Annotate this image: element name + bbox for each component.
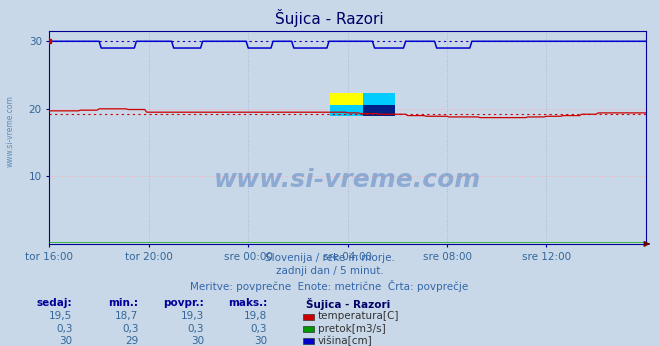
Text: 29: 29 bbox=[125, 336, 138, 346]
Text: 19,8: 19,8 bbox=[244, 311, 267, 321]
Text: www.si-vreme.com: www.si-vreme.com bbox=[5, 95, 14, 167]
Text: maks.:: maks.: bbox=[227, 298, 267, 308]
Text: Šujica - Razori: Šujica - Razori bbox=[306, 298, 391, 310]
FancyBboxPatch shape bbox=[362, 93, 395, 104]
Text: 0,3: 0,3 bbox=[56, 324, 72, 334]
FancyBboxPatch shape bbox=[362, 104, 395, 116]
Text: povpr.:: povpr.: bbox=[163, 298, 204, 308]
Text: 30: 30 bbox=[191, 336, 204, 346]
Text: 30: 30 bbox=[59, 336, 72, 346]
Text: 30: 30 bbox=[254, 336, 267, 346]
FancyBboxPatch shape bbox=[330, 93, 362, 104]
Text: 0,3: 0,3 bbox=[250, 324, 267, 334]
Text: Šujica - Razori: Šujica - Razori bbox=[275, 9, 384, 27]
Text: 0,3: 0,3 bbox=[188, 324, 204, 334]
Text: 19,5: 19,5 bbox=[49, 311, 72, 321]
Text: sedaj:: sedaj: bbox=[37, 298, 72, 308]
Text: www.si-vreme.com: www.si-vreme.com bbox=[214, 168, 481, 192]
Text: višina[cm]: višina[cm] bbox=[318, 336, 372, 346]
FancyBboxPatch shape bbox=[330, 104, 362, 116]
Text: 18,7: 18,7 bbox=[115, 311, 138, 321]
Text: pretok[m3/s]: pretok[m3/s] bbox=[318, 324, 386, 334]
Text: 19,3: 19,3 bbox=[181, 311, 204, 321]
Text: Meritve: povprečne  Enote: metrične  Črta: povprečje: Meritve: povprečne Enote: metrične Črta:… bbox=[190, 280, 469, 292]
Text: 0,3: 0,3 bbox=[122, 324, 138, 334]
Text: zadnji dan / 5 minut.: zadnji dan / 5 minut. bbox=[275, 266, 384, 276]
Text: Slovenija / reke in morje.: Slovenija / reke in morje. bbox=[264, 253, 395, 263]
Text: min.:: min.: bbox=[108, 298, 138, 308]
Text: temperatura[C]: temperatura[C] bbox=[318, 311, 399, 321]
